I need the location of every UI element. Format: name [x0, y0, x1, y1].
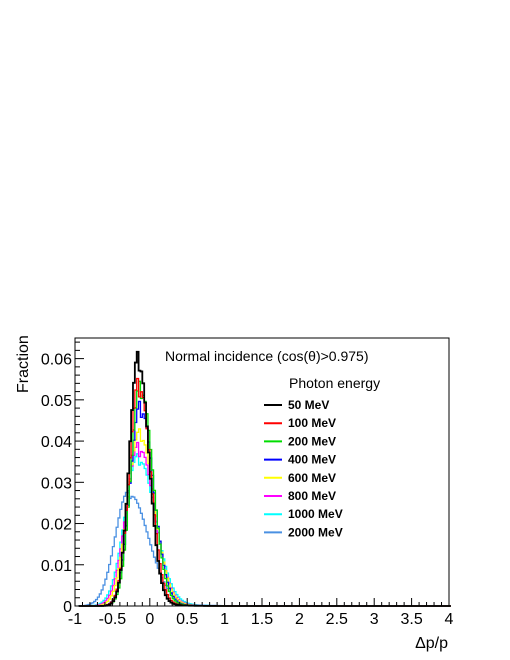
series-line-2000-mev [78, 490, 451, 607]
legend-label: 800 MeV [288, 489, 336, 503]
y-tick-label: 0 [63, 599, 72, 616]
legend-title: Photon energy [289, 375, 380, 391]
legend-label: 1000 MeV [288, 507, 343, 521]
legend: Photon energy 50 MeV 100 MeV 200 MeV 400 Me… [264, 375, 380, 539]
x-axis-title: Δp/p [415, 635, 448, 652]
x-tick-label: 1.5 [251, 611, 273, 628]
x-tick-label: 1 [220, 611, 229, 628]
x-tick-label: 2 [295, 611, 304, 628]
chart-annotation: Normal incidence (cos(θ)>0.975) [165, 348, 368, 364]
legend-label: 100 MeV [288, 416, 336, 430]
legend-label: 200 MeV [288, 434, 336, 448]
series-line-200-mev [78, 380, 451, 607]
x-tick-label: -0.5 [99, 611, 127, 628]
y-tick-label: 0.05 [41, 393, 72, 410]
x-tick-label: 3.5 [400, 611, 422, 628]
series-layer [78, 350, 451, 607]
y-tick-label: 0.03 [41, 475, 72, 492]
x-tick-label: 0.5 [176, 611, 198, 628]
series-line-800-mev [78, 441, 451, 607]
x-tick-label: 3 [370, 611, 379, 628]
series-line-400-mev [78, 400, 451, 607]
legend-label: 50 MeV [288, 398, 329, 412]
ticks-layer: -1 -0.5 0 0.5 1 1.5 2 2.5 3 3.5 4 0 0.01 0.02 0.03 0.04… [41, 341, 454, 628]
x-tick-label: 4 [445, 611, 454, 628]
y-axis-title: Fraction [15, 335, 32, 393]
x-tick-label: 2.5 [326, 611, 348, 628]
y-tick-label: 0.06 [41, 352, 72, 369]
y-tick-label: 0.01 [41, 558, 72, 575]
y-tick-label: 0.04 [41, 434, 72, 451]
legend-label: 600 MeV [288, 471, 336, 485]
x-tick-label: 0 [145, 611, 154, 628]
x-tick-label: -1 [68, 611, 82, 628]
y-tick-label: 0.02 [41, 517, 72, 534]
legend-label: 2000 MeV [288, 525, 343, 539]
legend-label: 400 MeV [288, 453, 336, 467]
series-line-1000-mev [78, 453, 451, 607]
